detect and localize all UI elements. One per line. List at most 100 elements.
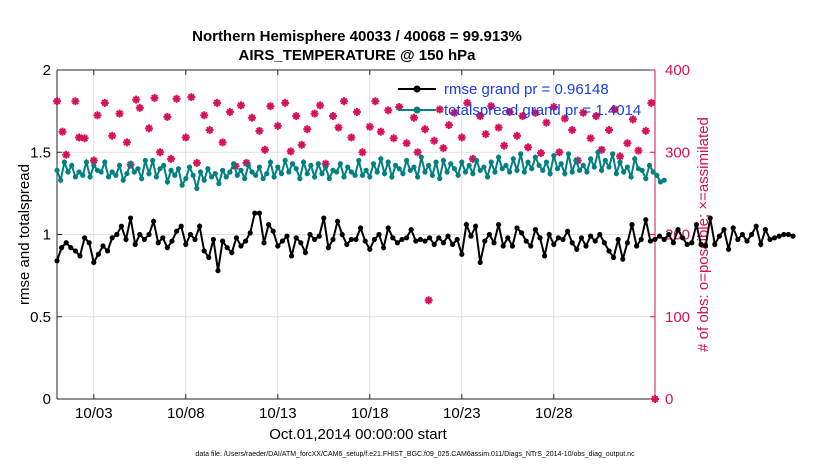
obs-marker-core xyxy=(268,103,273,109)
rmse-point xyxy=(91,259,97,266)
totalspread-point xyxy=(400,171,406,177)
obs-count-marker xyxy=(156,148,165,157)
totalspread-point xyxy=(128,161,134,167)
obs-count-marker xyxy=(248,113,257,122)
rmse-point xyxy=(63,240,69,246)
totalspread-point xyxy=(208,174,215,180)
totalspread-point xyxy=(220,167,226,173)
obs-count-marker xyxy=(605,126,613,135)
rmse-point xyxy=(445,233,451,239)
totalspread-point xyxy=(389,174,395,180)
rmse-point xyxy=(703,243,709,249)
rmse-point xyxy=(68,245,74,251)
obs-count-marker xyxy=(167,154,176,163)
totalspread-point xyxy=(510,156,516,162)
totalspread-point xyxy=(146,171,152,177)
rmse-point xyxy=(417,236,423,243)
rmse-point xyxy=(772,235,778,241)
obs-marker-core xyxy=(581,110,586,115)
obs-marker-core xyxy=(117,111,122,116)
obs-count-marker xyxy=(450,108,459,117)
obs-count-marker xyxy=(518,112,527,121)
totalspread-point xyxy=(367,174,373,180)
obs-count-marker xyxy=(187,93,196,102)
obs-marker-core xyxy=(501,143,507,148)
obs-count-marker xyxy=(623,139,632,148)
totalspread-point xyxy=(422,169,428,175)
rmse-point xyxy=(514,225,520,231)
totalspread-point xyxy=(175,166,182,172)
obs-count-marker xyxy=(505,107,514,116)
obs-marker-core xyxy=(220,140,225,145)
legend-rmse-marker xyxy=(413,85,421,93)
totalspread-point xyxy=(102,159,108,165)
obs-marker-core xyxy=(459,135,464,140)
rmse-point xyxy=(82,235,88,241)
rmse-point xyxy=(164,245,170,251)
rmse-point xyxy=(312,236,318,243)
totalspread-point xyxy=(293,166,299,172)
totalspread-point xyxy=(643,175,649,182)
totalspread-point xyxy=(628,174,634,180)
obs-count-marker xyxy=(549,103,558,112)
totalspread-point xyxy=(576,167,583,173)
rmse-point xyxy=(197,223,203,229)
rmse-point xyxy=(482,238,488,244)
obs-marker-core xyxy=(437,107,442,112)
rmse-point xyxy=(509,243,515,249)
rmse-point xyxy=(431,241,437,247)
rmse-point xyxy=(744,238,750,244)
obs-count-marker xyxy=(316,101,325,110)
obs-count-marker xyxy=(628,115,637,124)
obs-count-marker xyxy=(71,97,80,106)
chart-subtitle: AIRS_TEMPERATURE @ 150 hPa xyxy=(238,47,476,64)
totalspread-point xyxy=(231,161,237,167)
obs-count-marker xyxy=(395,103,404,112)
obs-marker-core xyxy=(238,103,244,108)
totalspread-point xyxy=(98,169,104,175)
totalspread-point xyxy=(83,159,90,165)
obs-marker-core xyxy=(214,100,220,106)
totalspread-point xyxy=(356,157,362,164)
rmse-point xyxy=(454,236,460,243)
obs-marker-core xyxy=(415,150,420,155)
totalspread-point xyxy=(610,151,616,157)
obs-count-marker xyxy=(421,125,429,134)
totalspread-point xyxy=(267,159,274,165)
totalspread-point xyxy=(470,171,476,177)
rmse-point xyxy=(546,231,552,238)
obs-count-marker xyxy=(237,101,245,110)
totalspread-point xyxy=(253,172,259,178)
obs-marker-core xyxy=(514,133,520,138)
rmse-point xyxy=(551,241,557,247)
totalspread-point xyxy=(573,157,579,164)
obs-marker-core xyxy=(404,141,409,146)
rmse-point xyxy=(767,236,773,243)
rmse-point xyxy=(583,243,589,249)
totalspread-point xyxy=(525,159,531,165)
obs-count-marker xyxy=(487,102,496,111)
obs-count-marker xyxy=(409,113,418,122)
rmse-point xyxy=(229,249,235,256)
rmse-point xyxy=(206,254,212,261)
rmse-point xyxy=(358,225,364,231)
obs-count-marker xyxy=(100,98,109,107)
obs-count-marker xyxy=(481,130,490,139)
obs-marker-core xyxy=(336,125,341,130)
rmse-point xyxy=(298,240,304,246)
rmse-point xyxy=(252,210,258,216)
rmse-point xyxy=(753,223,759,229)
totalspread-point xyxy=(411,164,417,170)
obs-count-marker xyxy=(536,149,545,158)
obs-count-marker xyxy=(286,147,295,156)
rmse-point xyxy=(339,231,345,238)
obs-count-marker xyxy=(303,125,312,134)
totalspread-point xyxy=(334,169,340,175)
y-tick-label-left: 0.5 xyxy=(30,309,51,326)
y-tick-label-left: 1.5 xyxy=(30,144,51,161)
obs-marker-core xyxy=(110,133,115,138)
x-tick-label: 10/18 xyxy=(351,405,389,422)
rmse-point xyxy=(256,210,262,216)
rmse-point xyxy=(657,233,663,239)
